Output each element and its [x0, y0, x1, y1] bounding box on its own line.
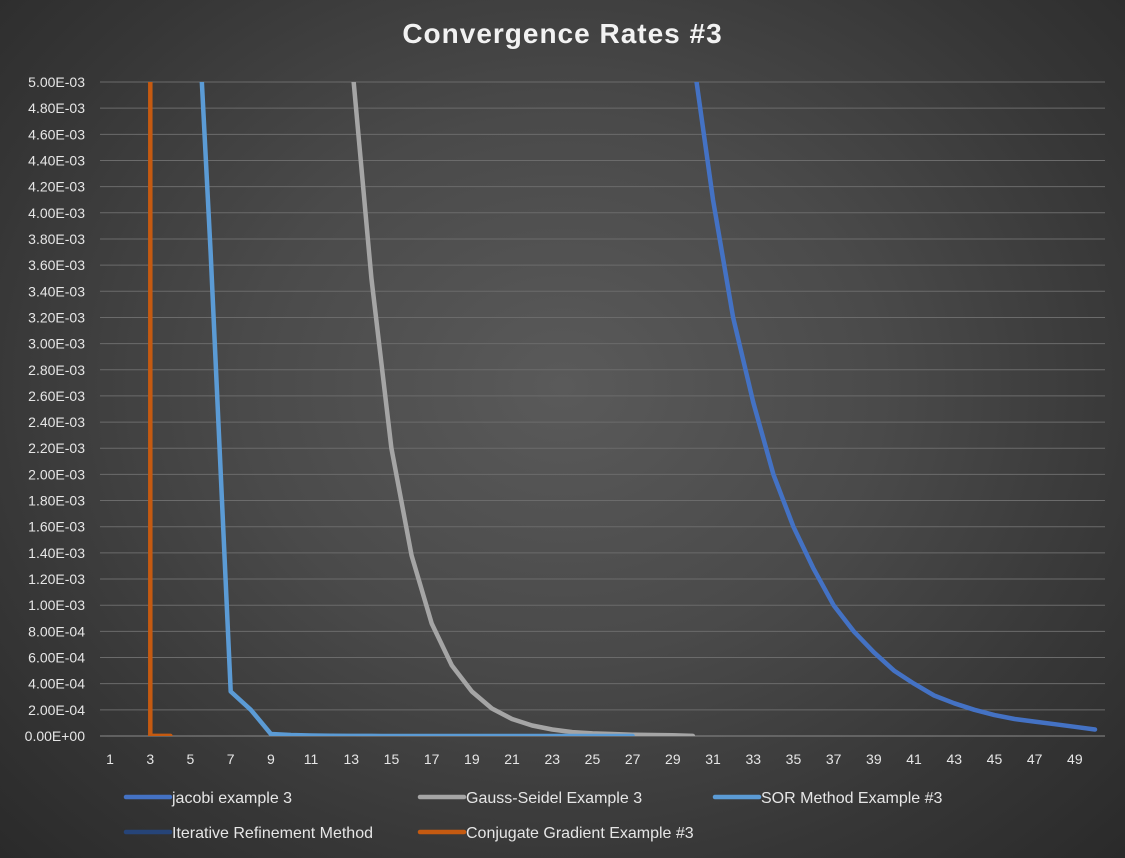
- x-tick-label: 27: [625, 751, 641, 767]
- y-tick-label: 2.80E-03: [28, 362, 85, 378]
- x-tick-label: 1: [106, 751, 114, 767]
- legend-label-sor-method-example-3: SOR Method Example #3: [761, 790, 943, 807]
- y-tick-label: 3.60E-03: [28, 257, 85, 273]
- x-tick-label: 29: [665, 751, 681, 767]
- y-tick-label: 3.20E-03: [28, 309, 85, 325]
- series-line-jacobi-example-3: [694, 82, 1098, 732]
- x-tick-label: 7: [227, 751, 235, 767]
- y-tick-label: 2.60E-03: [28, 388, 85, 404]
- x-tick-label: 47: [1027, 751, 1043, 767]
- legend: jacobi example 3 Gauss-Seidel Example 3 SO…: [123, 790, 943, 842]
- y-tick-label: 1.60E-03: [28, 519, 85, 535]
- x-tick-label: 35: [786, 751, 802, 767]
- x-tick-label: 13: [343, 751, 359, 767]
- x-tick-label: 43: [946, 751, 962, 767]
- y-tick-label: 4.40E-03: [28, 152, 85, 168]
- x-tick-label: 37: [826, 751, 842, 767]
- y-tick-label: 4.00E-03: [28, 205, 85, 221]
- y-tick-label: 2.20E-03: [28, 440, 85, 456]
- x-tick-label: 23: [544, 751, 560, 767]
- y-tick-label: 4.20E-03: [28, 179, 85, 195]
- x-tick-label: 15: [384, 751, 400, 767]
- y-tick-label: 4.60E-03: [28, 126, 85, 142]
- y-tick-label: 2.00E-03: [28, 466, 85, 482]
- y-tick-label: 3.40E-03: [28, 283, 85, 299]
- y-tick-label: 4.80E-03: [28, 100, 85, 116]
- x-tick-label: 49: [1067, 751, 1083, 767]
- x-tick-label: 11: [304, 751, 319, 767]
- y-tick-label: 4.00E-04: [28, 676, 85, 692]
- y-tick-label: 6.00E-04: [28, 650, 85, 666]
- x-tick-label: 33: [745, 751, 761, 767]
- y-tick-label: 1.80E-03: [28, 493, 85, 509]
- x-tick-label: 31: [705, 751, 721, 767]
- y-tick-label: 2.00E-04: [28, 702, 85, 718]
- legend-label-conjugate-gradient-example-3: Conjugate Gradient Example #3: [466, 825, 694, 842]
- x-tick-label: 25: [585, 751, 601, 767]
- x-tick-label: 45: [987, 751, 1003, 767]
- legend-label-gauss-seidel-example-3: Gauss-Seidel Example 3: [466, 790, 642, 807]
- y-axis-ticks: 0.00E+00 2.00E-04 4.00E-04 6.00E-04 8.00E-04…: [25, 74, 86, 744]
- x-tick-label: 19: [464, 751, 480, 767]
- x-tick-label: 17: [424, 751, 440, 767]
- y-tick-label: 1.00E-03: [28, 597, 85, 613]
- x-tick-label: 41: [906, 751, 922, 767]
- series-lines: [148, 82, 1098, 736]
- y-tick-label: 3.00E-03: [28, 336, 85, 352]
- series-line-gauss-seidel-example-3: [351, 82, 696, 736]
- y-tick-label: 2.40E-03: [28, 414, 85, 430]
- grid-lines: [100, 81, 1105, 711]
- x-tick-label: 5: [187, 751, 195, 767]
- y-tick-label: 1.40E-03: [28, 545, 85, 561]
- y-tick-label: 3.80E-03: [28, 231, 85, 247]
- x-tick-label: 9: [267, 751, 275, 767]
- series-line-conjugate-gradient-example-3: [148, 82, 173, 736]
- series-line-sor-method-example-3: [199, 82, 635, 736]
- y-tick-label: 5.00E-03: [28, 74, 85, 90]
- chart-title: Convergence Rates #3: [402, 18, 723, 49]
- x-tick-label: 3: [146, 751, 154, 767]
- x-tick-label: 21: [504, 751, 520, 767]
- x-axis-ticks: 1 3 5 7 9 11 13 15 17 19 21 23 25 27 29 31 33 35 37 39 41 43 4…: [106, 751, 1083, 767]
- y-tick-label: 1.20E-03: [28, 571, 85, 587]
- y-tick-label: 8.00E-04: [28, 623, 85, 639]
- y-tick-label: 0.00E+00: [25, 728, 86, 744]
- x-tick-label: 39: [866, 751, 882, 767]
- legend-label-iterative-refinement-method: Iterative Refinement Method: [172, 825, 373, 842]
- legend-label-jacobi-example-3: jacobi example 3: [171, 790, 292, 807]
